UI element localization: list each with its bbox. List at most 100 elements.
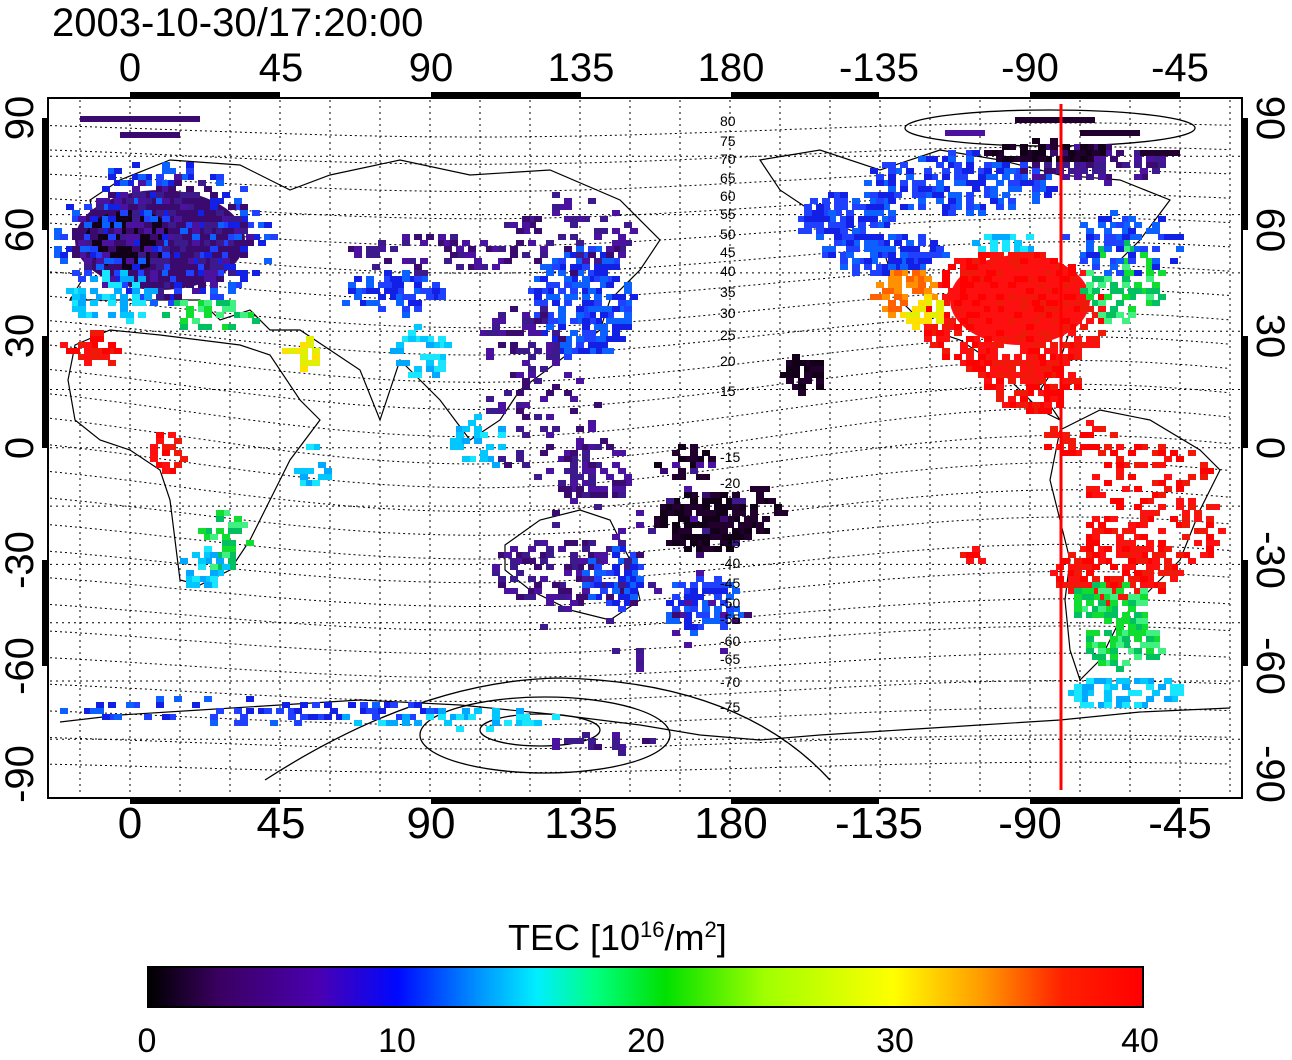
tec-cell (342, 714, 350, 720)
tec-cell (114, 714, 122, 720)
tec-cell (936, 198, 944, 204)
tec-cell (1080, 342, 1088, 348)
tec-cell (204, 546, 212, 552)
tec-cell (510, 246, 518, 252)
tec-cell (216, 564, 224, 570)
tec-cell (432, 366, 440, 372)
tec-cell (624, 600, 632, 606)
tec-cell (150, 192, 158, 198)
tec-cell (1110, 684, 1118, 690)
tec-cell (570, 600, 578, 606)
tec-cell (1188, 498, 1196, 504)
tec-cell (540, 552, 548, 558)
tec-cell (1170, 258, 1178, 264)
tec-cell (612, 294, 620, 300)
tec-cell (1032, 372, 1040, 378)
tec-cell (132, 294, 140, 300)
tec-cell (888, 162, 896, 168)
tec-cell (894, 240, 902, 246)
tec-cell (588, 468, 596, 474)
tec-cell (1116, 270, 1124, 276)
tec-cell (918, 192, 926, 198)
tec-cell (630, 594, 638, 600)
tec-cell (1116, 246, 1124, 252)
tec-cell (558, 270, 566, 276)
tec-cell (1050, 366, 1058, 372)
tec-cell (1158, 480, 1166, 486)
tec-cell (1140, 630, 1148, 636)
tec-cell (468, 246, 476, 252)
australia-coast (504, 509, 641, 621)
tec-cell (1092, 594, 1100, 600)
tec-cell (1176, 480, 1184, 486)
tec-cell (690, 516, 698, 522)
colorbar-tick: 0 (137, 1022, 157, 1060)
tec-cell (570, 462, 578, 468)
tec-cell (1116, 702, 1124, 708)
tec-cell (546, 342, 554, 348)
tec-cell (186, 168, 194, 174)
tec-cell (1014, 240, 1022, 246)
tec-cell (468, 252, 476, 258)
tec-cell (714, 510, 722, 516)
tec-cell (906, 204, 914, 210)
tec-cell (1008, 168, 1016, 174)
tec-cell (1074, 318, 1082, 324)
lon-tick-bottom: 45 (256, 799, 306, 848)
tec-cell (1062, 582, 1070, 588)
tec-cell (564, 336, 572, 342)
tec-cell (282, 348, 290, 354)
tec-cell (558, 456, 566, 462)
tec-cell (390, 294, 398, 300)
tec-cell (486, 354, 494, 360)
tec-cell (1164, 474, 1172, 480)
tec-cell (138, 300, 146, 306)
tec-cell (996, 252, 1004, 258)
tec-cell (258, 222, 266, 228)
tec-cell (1044, 348, 1052, 354)
tec-cell (966, 192, 974, 198)
tec-cell (366, 252, 374, 258)
tec-cell (1074, 690, 1082, 696)
tec-cell (1074, 450, 1082, 456)
tec-cell (216, 264, 224, 270)
tec-cell (552, 210, 560, 216)
tec-cell (714, 618, 722, 624)
tec-cell (816, 210, 824, 216)
tec-cell (204, 228, 212, 234)
tec-cell (972, 336, 980, 342)
tec-cell (1182, 552, 1190, 558)
tec-cell (180, 318, 188, 324)
tec-cell (60, 252, 68, 258)
tec-cell (222, 216, 230, 222)
tec-cell (1032, 168, 1040, 174)
tec-cell (990, 186, 998, 192)
tec-cell (618, 606, 626, 612)
colorbar-title: TEC [1016/m2] (508, 917, 727, 958)
tec-cell (918, 258, 926, 264)
lon-tick-top: -45 (1151, 46, 1209, 90)
tec-cell (96, 252, 104, 258)
lon-tick-top: 180 (697, 46, 765, 90)
tec-cell (732, 540, 740, 546)
tec-cell (1146, 156, 1154, 162)
tec-cell (1122, 618, 1130, 624)
tec-cell (1158, 156, 1166, 162)
tec-cell (516, 390, 524, 396)
tec-cell (618, 306, 626, 312)
tec-cell (990, 198, 998, 204)
tec-cell (570, 252, 578, 258)
tec-cell (948, 204, 956, 210)
tec-cell (894, 276, 902, 282)
tec-cell (492, 330, 500, 336)
tec-cell (1164, 558, 1172, 564)
tec-cell (1080, 252, 1088, 258)
tec-cell (540, 450, 548, 456)
tec-cell (486, 348, 494, 354)
tec-cell (1104, 690, 1112, 696)
tec-cell (636, 564, 644, 570)
tec-cell (522, 228, 530, 234)
tec-cell (306, 468, 314, 474)
tec-cell (990, 258, 998, 264)
tec-cell (570, 282, 578, 288)
